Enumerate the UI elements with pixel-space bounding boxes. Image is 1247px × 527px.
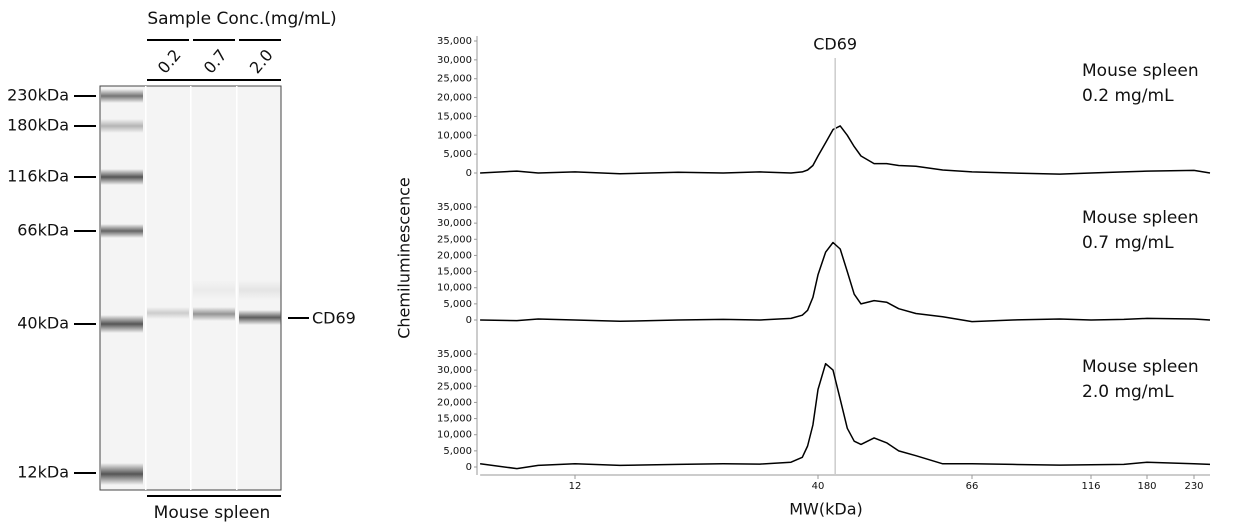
x-tick-label: 66 <box>966 481 979 492</box>
panel-label: Mouse spleen <box>1082 208 1199 228</box>
lane-sep <box>145 86 147 490</box>
x-axis-title: MW(kDa) <box>789 500 863 519</box>
y-tick-label: 25,000 <box>437 381 472 392</box>
y-tick-label: 35,000 <box>437 36 472 47</box>
marker-label: 12kDa <box>17 463 69 482</box>
lane-label: 0.7 <box>200 46 231 78</box>
y-tick-label: 35,000 <box>437 349 472 360</box>
lane-lines <box>147 39 281 497</box>
panel-label: Mouse spleen <box>1082 357 1199 377</box>
sample-label: Mouse spleen <box>154 503 271 523</box>
y-tick-label: 15,000 <box>437 111 472 122</box>
marker-ticks <box>74 95 309 474</box>
y-tick-label: 30,000 <box>437 218 472 229</box>
y-tick-label: 25,000 <box>437 74 472 85</box>
x-tick-label: 230 <box>1184 481 1203 492</box>
x-tick-label: 12 <box>569 481 582 492</box>
y-tick-label: 5,000 <box>443 299 472 310</box>
y-tick-label: 0 <box>466 462 472 473</box>
y-tick-label: 10,000 <box>437 283 472 294</box>
y-tick-label: 30,000 <box>437 365 472 376</box>
sample-bands <box>147 280 281 325</box>
y-tick-label: 10,000 <box>437 430 472 441</box>
trace <box>480 362 1211 470</box>
x-tick-label: 40 <box>812 481 825 492</box>
band-label: CD69 <box>312 309 356 328</box>
marker-label: 66kDa <box>17 221 69 240</box>
y-tick-label: 15,000 <box>437 414 472 425</box>
x-tick-label: 116 <box>1081 481 1100 492</box>
panel-label: 0.7 mg/mL <box>1082 233 1174 253</box>
ladder <box>101 89 143 485</box>
x-tick-label: 180 <box>1137 481 1156 492</box>
y-tick-label: 0 <box>466 168 472 179</box>
y-tick-label: 20,000 <box>437 397 472 408</box>
y-axis-title: Chemiluminescence <box>395 177 414 339</box>
panel-label: 0.2 mg/mL <box>1082 86 1174 106</box>
marker-label: 180kDa <box>7 116 69 135</box>
marker-label: 116kDa <box>7 167 69 186</box>
y-tick-label: 35,000 <box>437 202 472 213</box>
y-tick-label: 10,000 <box>437 130 472 141</box>
y-tick-label: 15,000 <box>437 267 472 278</box>
y-tick-label: 30,000 <box>437 55 472 66</box>
marker-label: CD69 <box>813 35 857 54</box>
lane-label: 0.2 <box>154 46 185 78</box>
y-tick-label: 25,000 <box>437 234 472 245</box>
panel-label: Mouse spleen <box>1082 61 1199 81</box>
panel-label: 2.0 mg/mL <box>1082 382 1174 402</box>
y-tick-label: 20,000 <box>437 93 472 104</box>
trace <box>480 125 1211 175</box>
trace <box>480 241 1211 323</box>
marker-label: 40kDa <box>17 314 69 333</box>
y-tick-label: 0 <box>466 315 472 326</box>
gel-title: Sample Conc.(mg/mL) <box>147 9 336 29</box>
lane-label: 2.0 <box>246 46 277 78</box>
lane-sep <box>190 86 192 490</box>
lane-sep <box>236 86 238 490</box>
y-tick-label: 5,000 <box>443 149 472 160</box>
y-tick-label: 5,000 <box>443 446 472 457</box>
y-tick-label: 20,000 <box>437 250 472 261</box>
marker-label: 230kDa <box>7 86 69 105</box>
